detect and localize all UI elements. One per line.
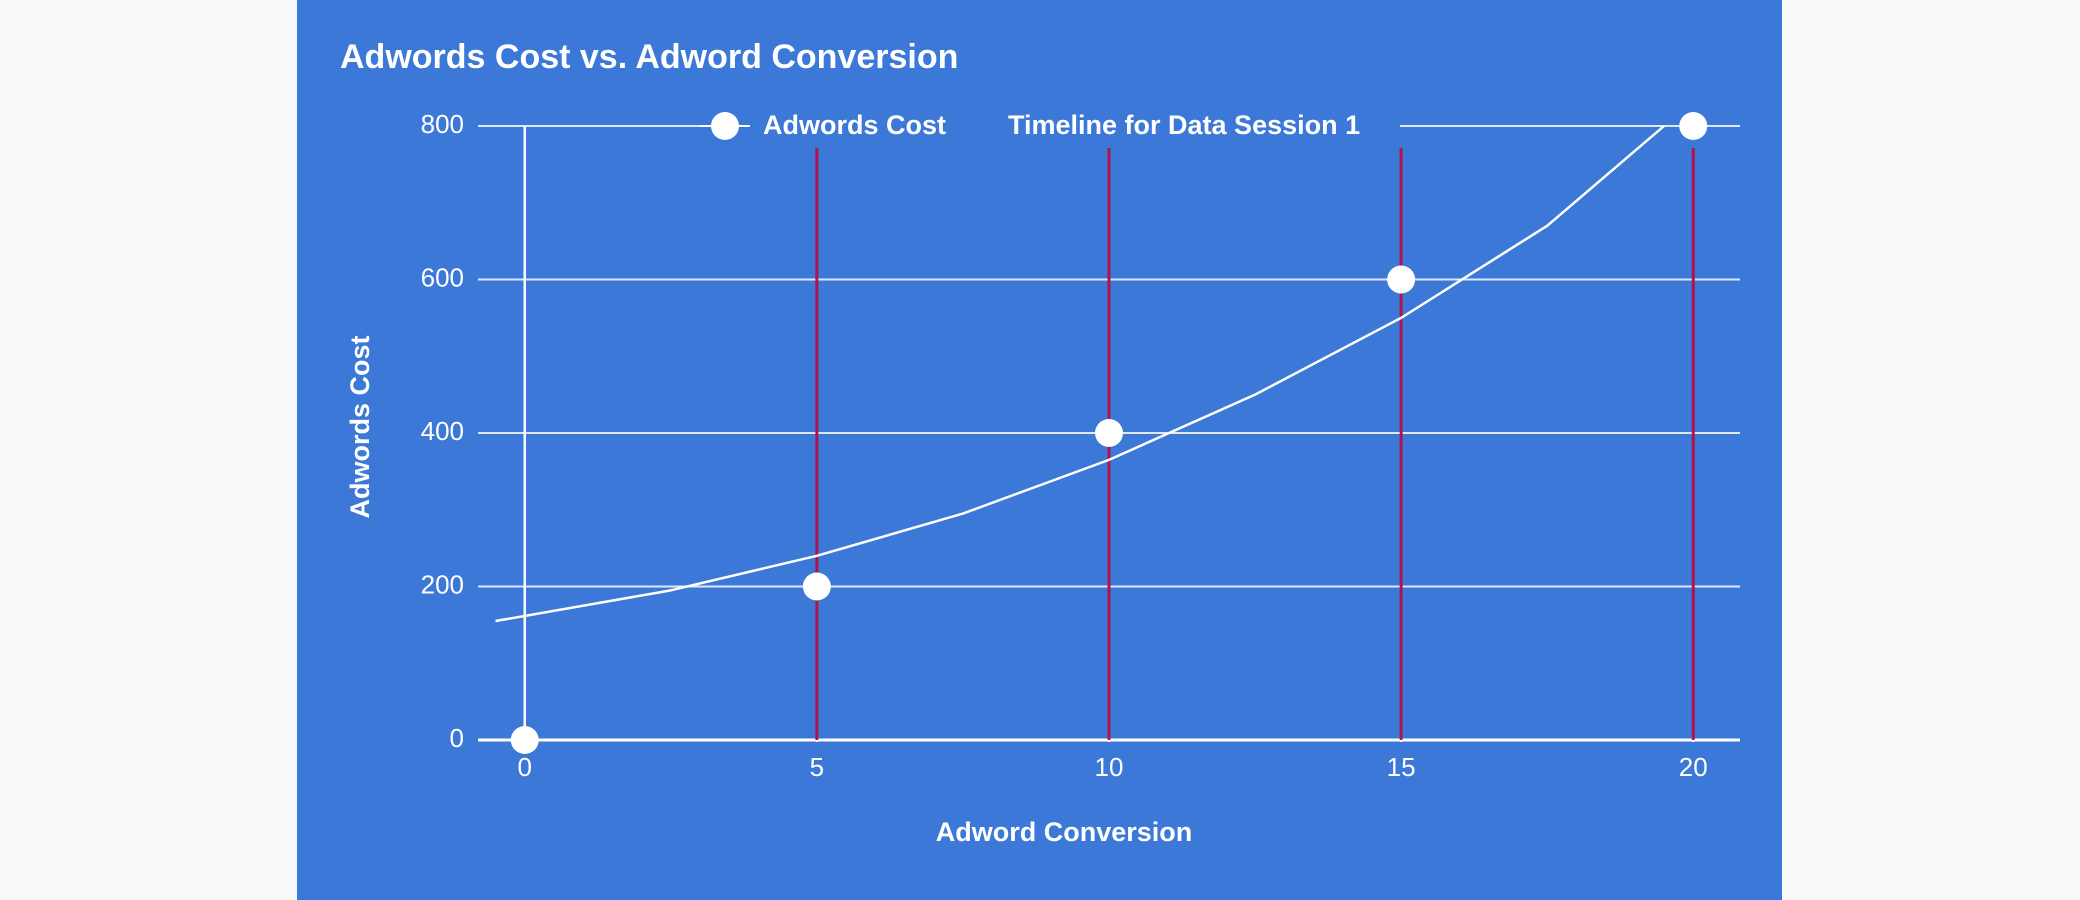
data-point [802,572,831,601]
x-tick-label: 10 [1095,752,1124,782]
x-tick-label: 0 [518,752,532,782]
y-tick-label: 800 [421,109,464,139]
trend-line [495,125,1665,623]
x-tick-label: 5 [810,752,824,782]
chart-panel [297,0,1782,900]
legend-label: Timeline for Data Session 1 [1008,110,1360,140]
data-point [1679,112,1708,140]
y-tick-label: 400 [421,416,464,446]
x-tick-label: 20 [1679,752,1708,782]
legend-marker [711,112,739,140]
y-tick-label: 600 [421,262,464,292]
data-point [1095,419,1123,447]
y-axis-title: Adwords Cost [345,335,375,518]
x-axis-title: Adword Conversion [936,817,1193,847]
data-point [1387,265,1416,294]
x-tick-label: 15 [1387,752,1416,782]
data-point [510,726,539,754]
y-tick-label: 200 [421,569,464,599]
legend-label: Adwords Cost [763,110,946,140]
chart-title: Adwords Cost vs. Adword Conversion [340,38,958,76]
y-tick-label: 0 [450,723,464,753]
legend-bg [700,106,1400,146]
